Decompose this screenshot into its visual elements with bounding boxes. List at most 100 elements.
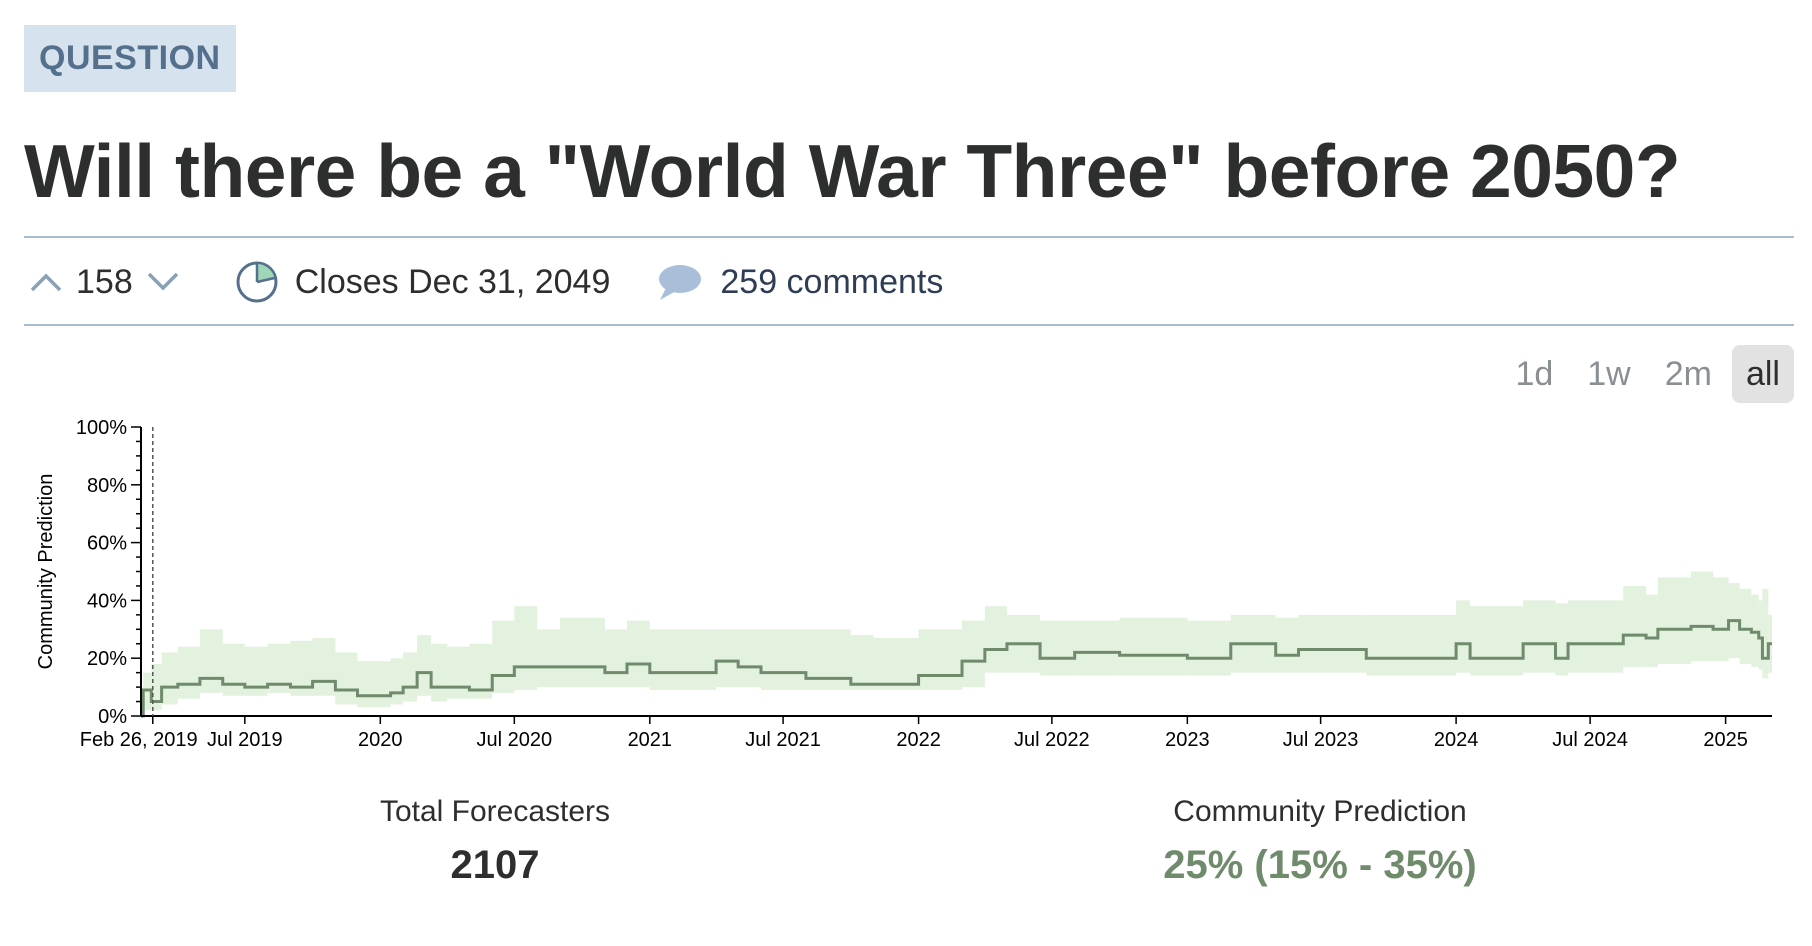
interval-band	[850, 635, 874, 690]
interval-band	[1758, 600, 1763, 670]
range-2m-button[interactable]: 2m	[1664, 355, 1712, 393]
y-tick-label: 40%	[87, 590, 127, 612]
interval-band	[447, 646, 470, 699]
interval-band	[312, 637, 336, 696]
interval-band	[390, 658, 404, 705]
chevron-up-icon	[30, 273, 62, 292]
upvote-button[interactable]	[24, 260, 68, 304]
interval-band	[417, 635, 432, 696]
y-axis-label: Community Prediction	[35, 474, 57, 670]
x-tick-label: Feb 26, 2019	[80, 729, 198, 751]
interval-band	[1040, 620, 1075, 676]
interval-band	[492, 620, 515, 693]
x-tick-label: 2020	[358, 729, 403, 751]
interval-band	[1691, 571, 1714, 662]
vote-widget: 158	[24, 260, 185, 304]
comments-count: 259 comments	[720, 262, 944, 301]
interval-band	[403, 652, 418, 702]
x-tick-label: Jul 2023	[1283, 729, 1359, 751]
comment-bubble-icon	[659, 265, 702, 300]
x-tick-label: Jul 2024	[1552, 729, 1628, 751]
range-1w-button[interactable]: 1w	[1587, 355, 1631, 393]
x-tick-label: 2023	[1165, 729, 1210, 751]
x-tick-label: 2025	[1703, 729, 1748, 751]
interval-band	[1568, 600, 1624, 673]
x-tick-label: 2024	[1434, 729, 1479, 751]
interval-band	[151, 663, 162, 711]
forecasters-value: 2107	[450, 843, 540, 887]
y-tick-label: 20%	[87, 648, 127, 670]
question-badge: QUESTION	[24, 25, 236, 92]
interval-band	[693, 629, 717, 690]
interval-band	[431, 643, 448, 702]
forecasters-stat: Total Forecasters 2107	[345, 795, 645, 888]
interval-band	[1646, 594, 1658, 667]
interval-band	[984, 606, 1007, 673]
interval-band	[267, 643, 291, 693]
interval-band	[962, 620, 985, 688]
community-prediction-chart[interactable]: 0% 20% 40% 60% 80% 100% Community Prediction Fe…	[0, 400, 1812, 780]
interval-band	[469, 643, 493, 699]
interval-band	[1657, 577, 1692, 664]
comments-link[interactable]: 259 comments	[656, 262, 943, 302]
x-tick-label: Jul 2019	[207, 729, 283, 751]
interval-band	[738, 629, 762, 688]
interval-band	[1187, 620, 1231, 676]
interval-band	[761, 629, 806, 690]
interval-band	[1074, 620, 1120, 676]
prediction-value: 25% (15% - 35%)	[1163, 843, 1477, 887]
x-tick-label: Jul 2021	[745, 729, 821, 751]
page-title: Will there be a "World War Three" before…	[24, 129, 1681, 213]
interval-band	[335, 652, 358, 705]
interval-band	[873, 637, 896, 690]
time-range-selector: 1d 1w 2m all	[1501, 345, 1794, 403]
interval-band	[604, 629, 627, 688]
interval-band	[1119, 617, 1188, 676]
prediction-line	[141, 619, 1772, 718]
header-divider	[24, 236, 1794, 238]
prediction-label: Community Prediction	[1173, 795, 1467, 828]
interval-band	[1366, 614, 1457, 676]
question-meta-bar: 158 Closes Dec 31, 2049 259 comments	[24, 240, 1794, 324]
interval-band	[1739, 588, 1752, 664]
interval-band	[1762, 588, 1769, 679]
interval-band	[1470, 606, 1524, 676]
interval-band	[161, 652, 178, 705]
range-all-button[interactable]: all	[1731, 345, 1794, 403]
interval-band	[649, 629, 694, 690]
interval-band	[357, 661, 391, 708]
interval-band	[918, 629, 963, 690]
interval-band	[1555, 603, 1569, 676]
x-tick-label: 2022	[896, 729, 941, 751]
interval-band	[1298, 614, 1367, 673]
interval-band	[1623, 585, 1647, 667]
interval-band	[559, 617, 605, 688]
interval-band	[244, 646, 268, 696]
downvote-button[interactable]	[141, 260, 185, 304]
interval-band	[537, 629, 560, 688]
close-date: Closes Dec 31, 2049	[235, 260, 611, 304]
interval-band	[1713, 577, 1729, 662]
interval-band	[805, 629, 851, 690]
y-tick-label: 100%	[76, 417, 127, 439]
range-1d-button[interactable]: 1d	[1515, 355, 1554, 393]
chevron-down-icon	[147, 272, 178, 291]
interval-band	[626, 620, 650, 688]
interval-band	[222, 643, 245, 696]
interval-band	[290, 640, 313, 696]
y-tick-label: 80%	[87, 475, 127, 497]
interval-band	[895, 637, 919, 690]
close-date-label: Closes Dec 31, 2049	[294, 262, 611, 301]
interval-band	[716, 629, 739, 688]
interval-band	[1523, 600, 1556, 673]
interval-band	[177, 646, 200, 699]
forecasters-label: Total Forecasters	[379, 795, 611, 828]
y-tick-label: 60%	[87, 533, 127, 555]
interval-band	[1275, 617, 1299, 673]
clock-pie-icon	[236, 261, 278, 303]
x-tick-label: Jul 2020	[477, 729, 553, 751]
meta-divider	[24, 324, 1794, 326]
interval-band	[1456, 600, 1471, 673]
interval-band	[514, 606, 538, 690]
prediction-stat: Community Prediction 25% (15% - 35%)	[1120, 795, 1520, 888]
